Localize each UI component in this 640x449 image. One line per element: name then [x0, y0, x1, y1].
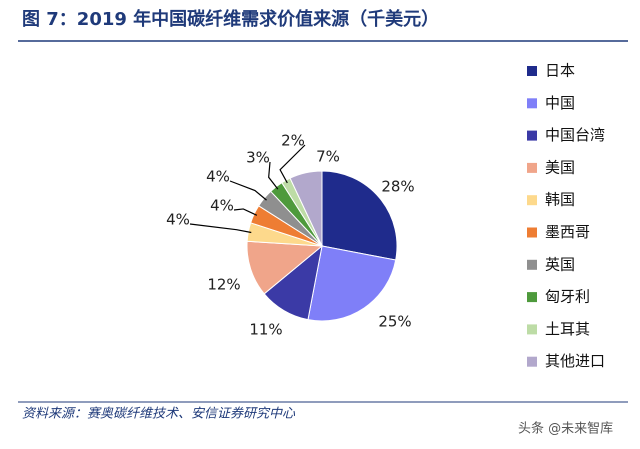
- data-label: 4%: [166, 211, 190, 229]
- pie-slice: [307, 245, 397, 322]
- data-label: 25%: [378, 313, 411, 331]
- legend-label: 英国: [545, 255, 575, 273]
- data-label: 12%: [207, 276, 240, 294]
- data-label: 3%: [246, 149, 270, 167]
- leader-line: [279, 144, 306, 184]
- legend-label: 中国: [545, 94, 575, 112]
- legend-label: 土耳其: [545, 320, 590, 338]
- legend-swatch: [527, 324, 537, 335]
- chart-title: 图 7：2019 年中国碳纤维需求价值来源（千美元）: [22, 8, 439, 30]
- legend-swatch: [527, 356, 537, 367]
- legend-swatch: [527, 66, 537, 76]
- legend-label: 匈牙利: [545, 288, 590, 306]
- data-label: 4%: [206, 168, 230, 186]
- legend-label: 日本: [545, 62, 575, 80]
- data-label: 28%: [381, 178, 414, 196]
- legend-swatch: [527, 162, 537, 173]
- legend-swatch: [527, 130, 537, 141]
- data-label: 11%: [249, 321, 282, 339]
- data-label: 4%: [210, 197, 234, 215]
- legend-swatch: [527, 259, 537, 270]
- legend-label: 墨西哥: [545, 223, 590, 241]
- legend-swatch: [527, 195, 537, 206]
- pie-slice: [321, 170, 398, 261]
- watermark: 头条 @未来智库: [518, 421, 613, 437]
- legend-swatch: [527, 292, 537, 303]
- legend-label: 中国台湾: [545, 126, 605, 144]
- legend-label: 其他进口: [545, 352, 605, 370]
- legend-label: 韩国: [545, 191, 575, 209]
- data-label: 7%: [316, 148, 340, 166]
- data-label: 2%: [281, 132, 305, 150]
- leader-line: [189, 223, 252, 234]
- legend-swatch: [527, 227, 537, 238]
- legend-label: 美国: [545, 158, 575, 176]
- pie-slice: [289, 170, 323, 247]
- leader-line: [229, 180, 267, 201]
- source: 资料来源：赛奥碳纤维技术、安信证券研究中心: [22, 406, 296, 422]
- leader-line: [268, 161, 279, 190]
- legend-swatch: [527, 98, 537, 109]
- leader-line: [233, 208, 258, 216]
